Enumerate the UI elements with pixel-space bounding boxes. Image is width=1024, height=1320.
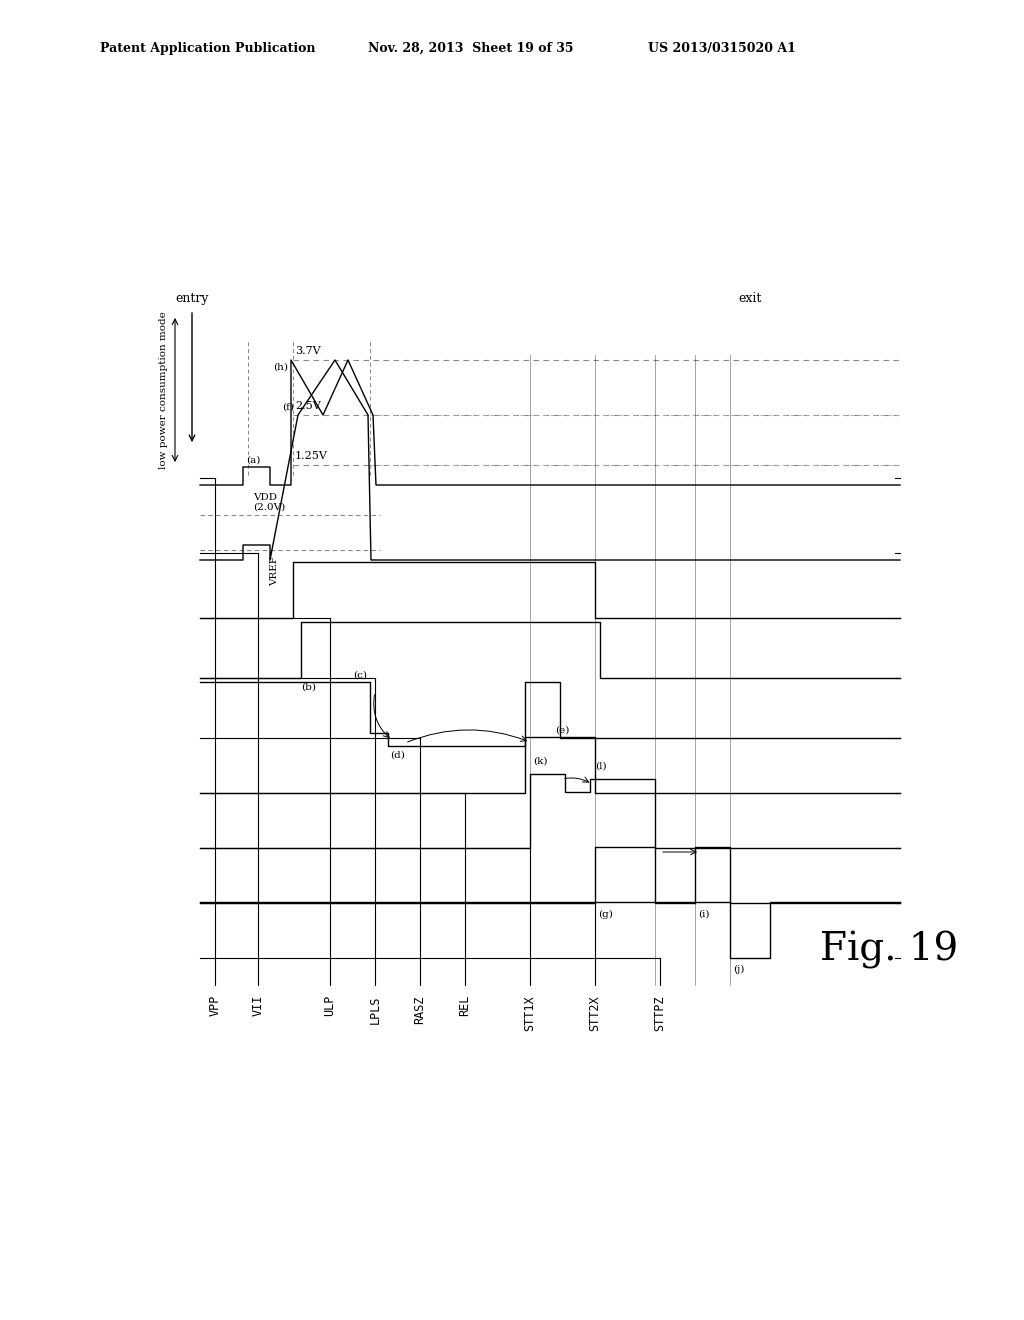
Text: STT1X: STT1X	[523, 995, 537, 1031]
Text: (i): (i)	[698, 909, 710, 919]
Text: exit: exit	[738, 292, 762, 305]
Text: (a): (a)	[246, 455, 260, 465]
Text: (f): (f)	[282, 403, 294, 412]
Text: ULP: ULP	[324, 995, 337, 1016]
Text: low power consumption mode: low power consumption mode	[159, 312, 168, 469]
Text: VDD
(2.0V): VDD (2.0V)	[253, 492, 286, 512]
Text: (e): (e)	[555, 726, 569, 735]
Text: (h): (h)	[273, 363, 288, 372]
Text: Fig. 19: Fig. 19	[820, 931, 958, 969]
Text: (j): (j)	[733, 965, 744, 974]
Text: (l): (l)	[595, 762, 606, 771]
Text: 2.5V: 2.5V	[295, 401, 321, 411]
Text: VII: VII	[252, 995, 264, 1016]
Text: STT2X: STT2X	[589, 995, 601, 1031]
Text: 1.25V: 1.25V	[295, 451, 328, 461]
Text: VPP: VPP	[209, 995, 221, 1016]
Text: 3.7V: 3.7V	[295, 346, 321, 356]
Text: US 2013/0315020 A1: US 2013/0315020 A1	[648, 42, 796, 55]
Text: RASZ: RASZ	[414, 995, 427, 1023]
Text: (d): (d)	[390, 751, 404, 760]
Text: Patent Application Publication: Patent Application Publication	[100, 42, 315, 55]
Text: REL: REL	[459, 995, 471, 1016]
Text: VREF: VREF	[270, 556, 279, 586]
Text: entry: entry	[175, 292, 209, 305]
Text: (g): (g)	[598, 909, 613, 919]
Text: (b): (b)	[301, 682, 316, 692]
Text: Nov. 28, 2013  Sheet 19 of 35: Nov. 28, 2013 Sheet 19 of 35	[368, 42, 573, 55]
Text: STTPZ: STTPZ	[653, 995, 667, 1031]
Text: LPLS: LPLS	[369, 995, 382, 1023]
Text: (k): (k)	[534, 756, 548, 766]
Text: (c): (c)	[353, 671, 367, 680]
